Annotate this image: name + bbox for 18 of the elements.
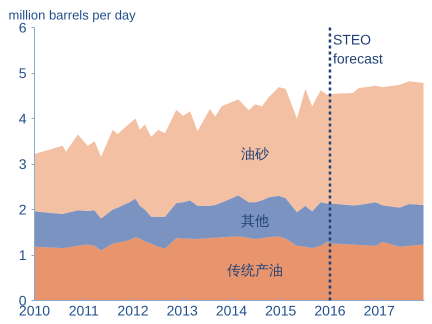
x-tick-label: 2012 <box>117 302 149 318</box>
ref-line-label: STEO forecast <box>332 32 383 67</box>
y-tick-label: 5 <box>18 65 27 81</box>
series-label: 传统产油 <box>227 262 284 278</box>
y-tick-label: 2 <box>18 202 27 218</box>
y-tick-label: 6 <box>18 20 27 36</box>
x-tick-label: 2014 <box>216 302 248 318</box>
x-tick-label: 2017 <box>364 302 395 318</box>
y-tick-label: 3 <box>18 156 27 172</box>
x-tick-label: 2013 <box>166 302 198 318</box>
x-tick-label: 2016 <box>314 302 346 318</box>
y-tick-label: 1 <box>18 247 27 263</box>
series-label: 油砂 <box>241 145 270 162</box>
y-tick-label: 4 <box>18 110 27 126</box>
y-axis-title: million barrels per day <box>8 8 136 22</box>
series-label: 其他 <box>241 212 270 229</box>
x-tick-label: 2011 <box>68 302 100 318</box>
x-tick-label: 2015 <box>265 302 296 318</box>
